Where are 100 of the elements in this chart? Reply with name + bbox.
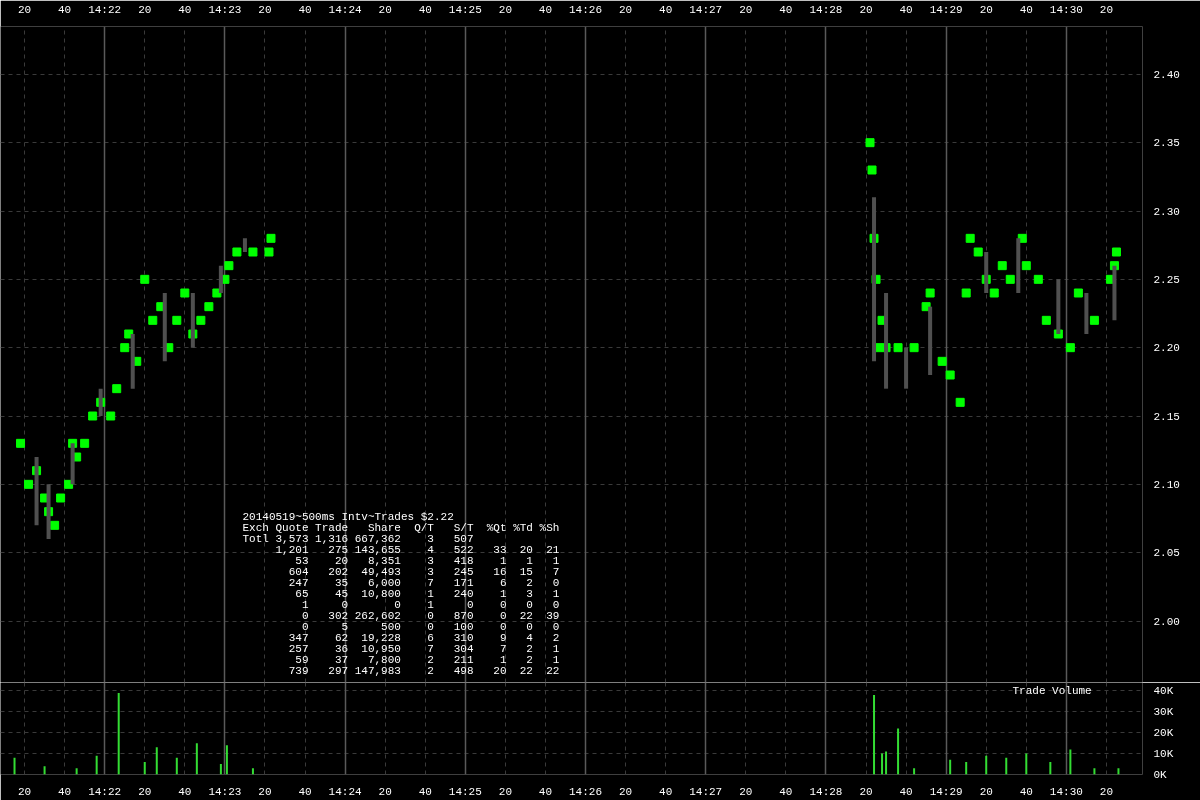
- bar: [965, 761, 968, 775]
- bar: [242, 238, 247, 252]
- x-tick-label: 40: [1019, 3, 1033, 16]
- annotation: 59 37 7,800 2 211 1 2 1: [242, 653, 560, 666]
- y-tick-label: 2.20: [1153, 342, 1180, 355]
- bar: [897, 728, 900, 775]
- x-tick-label: 40: [538, 3, 553, 16]
- x-tick-label: 14:22: [88, 785, 122, 798]
- y-tick-label: 10K: [1153, 747, 1174, 760]
- x-tick-label: 20: [17, 3, 32, 16]
- x-tick-label: 20: [378, 785, 392, 798]
- chart-title: Trade Volume: [1012, 684, 1092, 697]
- annotation: Exch Quote Trade Share Q/T S/T %Qt %Td %Sh: [242, 521, 560, 534]
- x-tick-label: 20: [1099, 785, 1114, 798]
- bar: [155, 747, 158, 775]
- bar: [195, 743, 198, 775]
- x-tick-label: 20: [138, 785, 152, 798]
- bar: [881, 753, 884, 775]
- x-tick-label: 14:25: [448, 3, 482, 16]
- bar: [913, 768, 916, 775]
- x-tick-label: 40: [538, 785, 553, 798]
- bar: [1117, 768, 1120, 775]
- annotation: 257 36 10,950 7 304 7 2 1: [242, 642, 560, 655]
- bar: [162, 293, 167, 362]
- annotation: 739 297 147,983 2 498 20 22 22: [242, 664, 560, 677]
- x-tick-label: 14:28: [809, 3, 843, 16]
- y-tick-label: 2.15: [1153, 410, 1180, 423]
- x-tick-label: 20: [258, 785, 272, 798]
- annotation: 347 62 19,228 6 310 9 4 2: [242, 631, 560, 644]
- x-tick-label: 20: [859, 785, 873, 798]
- annotation: 0 5 500 0 100 0 0 0: [242, 620, 560, 633]
- y-tick-label: 20K: [1153, 726, 1174, 739]
- bar: [1084, 293, 1089, 334]
- x-tick-label: 20: [739, 3, 753, 16]
- x-tick-label: 40: [899, 3, 913, 16]
- x-tick-label: 40: [58, 785, 72, 798]
- x-tick-label: 20: [739, 785, 753, 798]
- bar: [13, 757, 16, 775]
- x-tick-label: 14:23: [208, 785, 242, 798]
- x-tick-label: 14:29: [929, 3, 963, 16]
- x-tick-label: 20: [1099, 3, 1114, 16]
- y-tick-label: 2.05: [1153, 547, 1180, 560]
- annotation: 0 302 262,602 0 870 0 22 39: [242, 609, 560, 622]
- annotation: 20140519~500ms Intv~Trades $2.22: [242, 510, 454, 523]
- bar: [143, 761, 146, 775]
- y-tick-label: 2.40: [1153, 68, 1180, 81]
- x-tick-label: 14:29: [929, 785, 963, 798]
- x-tick-label: 20: [498, 3, 512, 16]
- x-tick-label: 20: [498, 785, 512, 798]
- x-tick-label: 14:26: [569, 3, 603, 16]
- x-tick-label: 14:28: [809, 785, 843, 798]
- x-tick-label: 40: [178, 785, 192, 798]
- x-tick-label: 14:26: [569, 785, 603, 798]
- bar: [219, 764, 222, 775]
- x-tick-label: 40: [659, 785, 673, 798]
- x-tick-label: 14:27: [689, 3, 723, 16]
- y-tick-label: 40K: [1153, 684, 1174, 697]
- bar: [985, 755, 988, 775]
- bar: [43, 766, 46, 775]
- bar: [1049, 761, 1052, 775]
- x-tick-label: 40: [298, 3, 312, 16]
- y-tick-label: 2.10: [1153, 478, 1180, 491]
- bar: [75, 768, 78, 775]
- annotation: 53 20 8,351 3 418 1 1 1: [242, 554, 560, 567]
- x-tick-label: 40: [779, 785, 793, 798]
- x-tick-label: 40: [58, 3, 72, 16]
- x-tick-label: 20: [979, 3, 993, 16]
- y-tick-label: 0K: [1153, 768, 1168, 781]
- x-tick-label: 20: [618, 3, 633, 16]
- bar: [949, 759, 952, 775]
- x-tick-label: 40: [899, 785, 913, 798]
- x-tick-label: 14:25: [448, 785, 482, 798]
- y-tick-label: 2.25: [1153, 273, 1180, 286]
- bar: [251, 768, 254, 775]
- y-tick-label: 30K: [1153, 705, 1174, 718]
- x-tick-label: 14:24: [328, 3, 363, 16]
- x-tick-label: 40: [418, 3, 432, 16]
- bar: [904, 347, 909, 389]
- x-tick-label: 40: [1019, 785, 1033, 798]
- x-tick-label: 20: [138, 3, 152, 16]
- x-tick-label: 14:30: [1049, 785, 1083, 798]
- bar: [1005, 757, 1008, 775]
- bar: [1093, 768, 1096, 775]
- x-tick-label: 20: [859, 3, 873, 16]
- x-tick-label: 14:24: [328, 785, 363, 798]
- annotation: 604 202 49,493 3 245 16 15 7: [242, 565, 560, 578]
- x-tick-label: 14:30: [1049, 3, 1083, 16]
- bar: [1069, 749, 1072, 775]
- x-tick-label: 20: [258, 3, 272, 16]
- annotation: 1 0 0 1 0 0 0 0: [242, 598, 560, 611]
- annotation: 1,201 275 143,655 4 522 33 20 21: [242, 543, 560, 556]
- x-tick-label: 20: [979, 785, 993, 798]
- x-tick-label: 20: [17, 785, 32, 798]
- bar: [1025, 753, 1028, 775]
- bar: [175, 757, 178, 775]
- bar: [873, 695, 876, 775]
- x-tick-label: 14:22: [88, 3, 122, 16]
- bar: [117, 692, 120, 775]
- y-tick-label: 2.35: [1153, 137, 1180, 150]
- annotation: 247 35 6,000 7 171 6 2 0: [242, 576, 560, 589]
